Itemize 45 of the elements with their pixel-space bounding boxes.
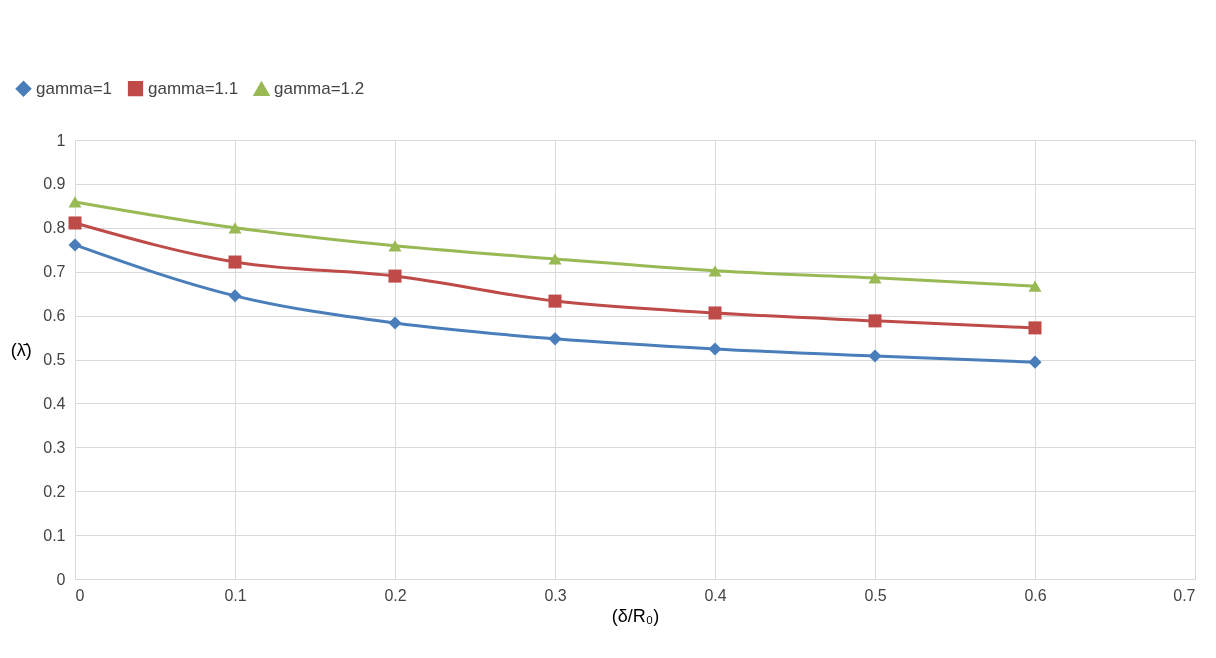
legend-label: gamma=1 <box>36 78 113 98</box>
y-tick-label: 0.6 <box>43 307 66 325</box>
x-axis-title: (δ/R₀) <box>611 605 660 626</box>
point <box>868 314 882 328</box>
point <box>868 272 882 284</box>
point <box>228 289 242 303</box>
y-tick-label: 0.5 <box>43 351 66 368</box>
point <box>388 240 402 252</box>
x-tick-label: 0.1 <box>224 586 247 604</box>
y-tick-label: 0.9 <box>43 175 66 193</box>
x-tick-label: 0.4 <box>704 586 727 604</box>
point <box>68 238 82 252</box>
x-tick-label: 0 <box>75 586 85 604</box>
point <box>708 342 722 356</box>
point <box>68 216 82 230</box>
y-tick-label: 0.7 <box>43 263 66 281</box>
y-axis-title: (λ̄) <box>10 340 32 360</box>
x-tick-label: 0.3 <box>544 586 567 604</box>
point <box>388 269 402 283</box>
legend-label: gamma=1.1 <box>148 78 239 98</box>
x-tick-label: 0.5 <box>864 586 887 604</box>
point <box>68 196 82 208</box>
point <box>708 265 722 277</box>
point <box>388 316 402 330</box>
y-tick-label: 0.2 <box>43 482 66 500</box>
point <box>708 306 722 320</box>
point <box>228 255 242 269</box>
point <box>1028 280 1042 292</box>
y-tick-label: 0 <box>56 570 66 588</box>
x-tick-label: 0.7 <box>1173 586 1196 604</box>
x-tick-label: 0.6 <box>1024 586 1047 604</box>
y-tick-label: 0.3 <box>43 438 66 456</box>
y-tick-label: 0.4 <box>43 394 66 412</box>
point <box>548 294 562 308</box>
x-tick-label: 0.2 <box>384 586 407 604</box>
legend-label: gamma=1.2 <box>274 79 365 99</box>
point <box>548 253 562 265</box>
point <box>868 349 882 363</box>
point <box>548 332 562 346</box>
y-tick-label: 1 <box>56 131 66 149</box>
y-tick-label: 0.8 <box>43 219 66 237</box>
y-tick-label: 0.1 <box>43 526 66 544</box>
point <box>228 222 242 234</box>
point <box>1028 355 1042 369</box>
point <box>1028 321 1042 335</box>
